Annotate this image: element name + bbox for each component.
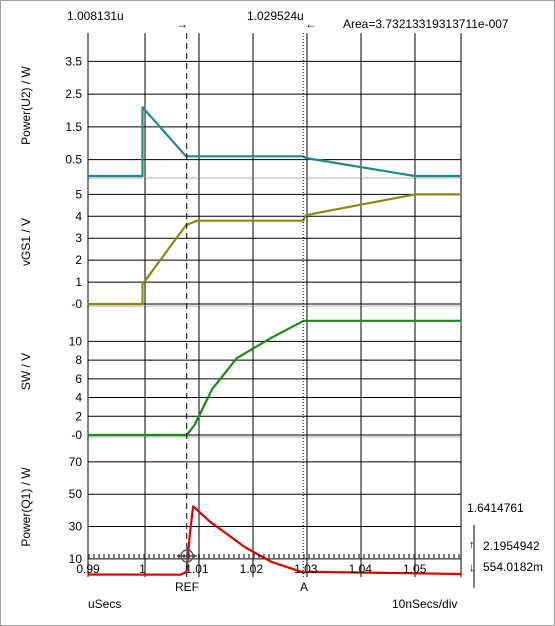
- data-point: [460, 175, 462, 177]
- series-line: [88, 319, 461, 437]
- y-tick-label: 3.5: [65, 54, 82, 68]
- data-point: [87, 434, 89, 436]
- data-point: [87, 175, 89, 177]
- x-tick-label: 1: [139, 562, 146, 576]
- data-point: [141, 303, 144, 305]
- y-tick-label: 4: [75, 209, 82, 223]
- y-tick-label: 1: [75, 275, 82, 289]
- y-tick-label: -0: [71, 428, 82, 442]
- data-point: [180, 574, 182, 576]
- y-tick-label: 2.5: [65, 87, 82, 101]
- y-tick-label: 0.5: [65, 153, 82, 167]
- area-readout: Area=3.73213319313711e-007: [343, 17, 509, 31]
- y-tick-label: 2: [75, 253, 82, 267]
- data-point: [414, 175, 416, 177]
- y-tick-label: 3: [75, 231, 82, 245]
- y-tick-label: 2: [75, 409, 82, 423]
- data-point: [414, 193, 416, 195]
- data-point: [87, 303, 89, 305]
- measure-down-arrow: ↓: [469, 562, 475, 574]
- data-point: [305, 157, 307, 159]
- y-tick-label: 8: [75, 353, 82, 367]
- x-tick-label: 1.01: [185, 562, 209, 576]
- data-point: [186, 571, 188, 573]
- data-point: [460, 573, 462, 575]
- a-cursor-value: 1.029524u: [247, 9, 304, 23]
- measure-up-arrow: ↑: [469, 539, 475, 551]
- x-unit-label: uSecs: [88, 597, 121, 611]
- data-point: [460, 320, 462, 322]
- data-point: [87, 573, 89, 576]
- y-axis-label: SW / V: [19, 353, 33, 390]
- data-point: [302, 220, 304, 222]
- ref-cursor-arrow: →: [176, 17, 188, 31]
- y-tick-label: 70: [69, 455, 83, 469]
- data-point: [189, 534, 191, 536]
- y-axis-label: Power(U2) / W: [19, 65, 33, 144]
- y-tick-label: 50: [69, 487, 83, 501]
- y-tick-label: 10: [69, 334, 83, 348]
- data-point: [192, 505, 194, 507]
- x-tick-label: 1.03: [294, 562, 318, 576]
- x-tick-label: 1.02: [240, 562, 264, 576]
- x-tick-label: 1.05: [403, 562, 427, 576]
- x-tick-label: 1.04: [349, 562, 373, 576]
- y-tick-label: 1.5: [65, 120, 82, 134]
- y-axis-label: Power(Q1) / W: [19, 467, 33, 547]
- y-tick-label: 5: [75, 187, 82, 201]
- measure-lower-value: 554.0182m: [483, 560, 543, 574]
- chart-panels: 3.5 2.5 1.5 0.5 Power(U2) / W 5 4 3 2 1 -0 vGS1 / V…: [19, 33, 462, 577]
- data-point: [236, 357, 238, 359]
- data-point: [270, 337, 273, 339]
- y-tick-label: 10: [69, 552, 83, 566]
- division-label: 10nSecs/div: [392, 597, 457, 611]
- data-point: [209, 521, 211, 523]
- y-tick-label: -0: [71, 297, 82, 311]
- data-point: [460, 193, 462, 195]
- data-point: [193, 425, 195, 427]
- data-point: [305, 214, 307, 216]
- data-point: [271, 561, 273, 563]
- ref-cursor-label: REF: [175, 580, 199, 594]
- data-point: [244, 546, 246, 549]
- data-point: [302, 571, 304, 574]
- crosshair-icon[interactable]: [177, 546, 197, 566]
- data-point: [141, 175, 144, 177]
- data-point: [310, 571, 312, 573]
- data-point: [211, 388, 213, 390]
- ref-cursor-value: 1.008131u: [67, 9, 124, 23]
- a-cursor-arrow: ←: [305, 17, 317, 31]
- data-point: [196, 220, 198, 222]
- data-point: [141, 283, 144, 285]
- data-point: [141, 106, 144, 108]
- measure-delta-value: 2.1954942: [483, 539, 540, 553]
- y-tick-label: 30: [69, 520, 83, 534]
- a-cursor-label: A: [300, 580, 308, 594]
- x-tick-label: 0.99: [76, 562, 100, 576]
- measure-upper-value: 1.6414761: [467, 501, 524, 515]
- y-tick-label: 6: [75, 372, 82, 386]
- y-axis-label: vGS1 / V: [19, 218, 33, 266]
- y-tick-label: 4: [75, 391, 82, 405]
- series-line: [88, 106, 461, 178]
